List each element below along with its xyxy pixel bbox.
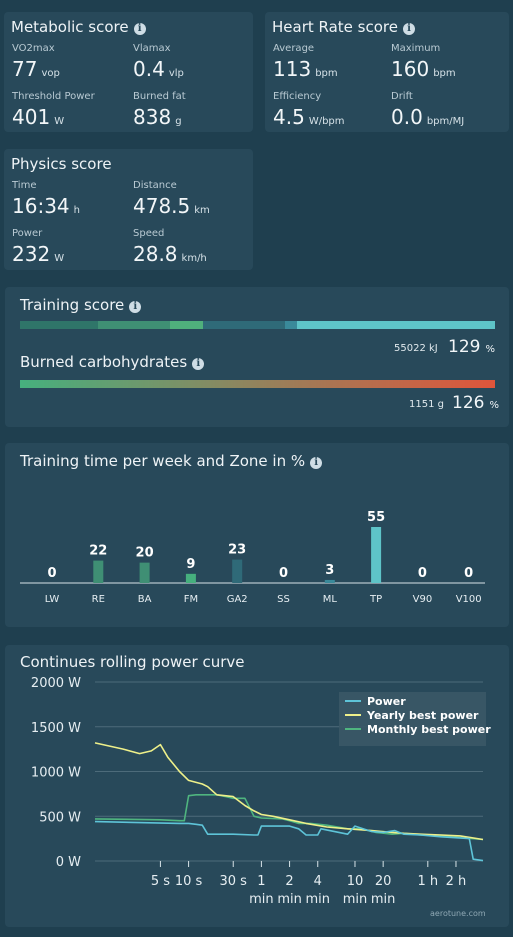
zones-bar-chart: 0 LW 22 RE 20 BA 9 FM 23 GA2 0 SS 3 ML 55 TP 0 V90 0 V100 <box>20 510 485 605</box>
x-tick-unit-label: min <box>371 892 396 907</box>
info-icon[interactable]: i <box>192 358 205 370</box>
zones-card: Training time per week and Zone in % i 0 L… <box>5 443 509 627</box>
training-score-segment <box>203 321 285 329</box>
training-score-title: Training score i <box>20 296 142 314</box>
carbs-score-value: 126% <box>452 393 499 413</box>
zone-category-label: ML <box>323 594 338 605</box>
zone-bar-ga2[interactable] <box>232 559 243 583</box>
y-tick-label: 0 W <box>56 855 81 870</box>
x-tick-unit-label: min <box>305 892 330 907</box>
zones-title: Training time per week and Zone in % i <box>20 452 323 470</box>
info-icon[interactable]: i <box>133 23 146 35</box>
burned-carbs-bar <box>20 380 495 388</box>
physics-score-card: Physics score Time 16:34 h Distance 478.5 km… <box>4 149 253 270</box>
legend-label[interactable]: Monthly best power <box>367 723 491 736</box>
zone-value-label: 0 <box>464 566 473 581</box>
y-tick-label: 2000 W <box>31 676 81 691</box>
zone-bar-ba[interactable] <box>139 562 150 583</box>
x-tick-unit-label: min <box>343 892 368 907</box>
zone-category-label: TP <box>369 594 382 605</box>
card-title: Metabolic score i <box>11 18 146 36</box>
zone-value-label: 0 <box>418 566 427 581</box>
x-tick-label: 1 <box>257 874 265 889</box>
drift-metric: Drift 0.0 bpm/MJ <box>391 91 465 129</box>
info-icon[interactable]: i <box>310 457 323 469</box>
x-tick-label: 10 s <box>175 874 203 889</box>
carbs-amount: 1151 g <box>409 399 444 410</box>
zone-category-label: BA <box>138 594 152 605</box>
zone-bar-fm[interactable] <box>185 573 196 583</box>
training-score-segment <box>297 321 495 329</box>
burned-carbs-title: Burned carbohydrates i <box>20 353 205 371</box>
zone-value-label: 9 <box>186 557 195 572</box>
x-tick-label: 5 s <box>151 874 170 889</box>
efficiency-metric: Efficiency 4.5 W/bpm <box>273 91 345 129</box>
speed-metric: Speed 28.8 km/h <box>133 228 207 266</box>
legend-label[interactable]: Yearly best power <box>366 709 479 722</box>
metabolic-score-card: Metabolic score i VO2max 77 vop Vlamax 0.4 vl… <box>4 12 253 132</box>
x-tick-label: 4 <box>314 874 322 889</box>
threshold-power-metric: Threshold Power 401 W <box>12 91 95 129</box>
x-tick-label: 20 <box>375 874 392 889</box>
zone-value-label: 22 <box>89 544 107 559</box>
info-icon[interactable]: i <box>129 301 142 313</box>
training-score-segment <box>170 321 203 329</box>
zone-category-label: FM <box>184 594 198 605</box>
zone-bar-tp[interactable] <box>371 527 382 583</box>
card-title: Physics score <box>11 155 112 173</box>
vo2max-metric: VO2max 77 vop <box>12 43 60 81</box>
training-score-card: Training score i 55022 kJ 129% Burned car… <box>5 287 509 427</box>
zone-category-label: V100 <box>456 594 482 605</box>
power-curve-chart: 0 W 500 W 1000 W 1500 W 2000 W 5 s 10 s 30 s 1 mi… <box>31 676 491 907</box>
y-tick-label: 1500 W <box>31 721 81 736</box>
zone-bar-ml[interactable] <box>324 579 335 583</box>
zone-category-label: GA2 <box>227 594 248 605</box>
heart-rate-score-card: Heart Rate score i Average 113 bpm Maximum 1… <box>265 12 509 132</box>
power-curve-card: Continues rolling power curve 0 W 500 W 10… <box>5 645 509 927</box>
x-tick-label: 10 <box>347 874 364 889</box>
series-line-0 <box>94 820 484 862</box>
series-line-2 <box>94 794 484 841</box>
watermark: aerotune.com <box>430 909 486 918</box>
zone-category-label: SS <box>277 594 290 605</box>
zone-category-label: RE <box>92 594 105 605</box>
training-score-segment <box>20 321 98 329</box>
training-score-value: 129% <box>448 337 495 357</box>
training-score-bar <box>20 321 495 329</box>
x-tick-label: 30 s <box>220 874 248 889</box>
zone-category-label: LW <box>45 594 60 605</box>
time-metric: Time 16:34 h <box>12 180 80 218</box>
distance-metric: Distance 478.5 km <box>133 180 210 218</box>
info-icon[interactable]: i <box>402 23 415 35</box>
card-title: Heart Rate score i <box>272 18 415 36</box>
burned-fat-metric: Burned fat 838 g <box>133 91 186 129</box>
zone-value-label: 23 <box>228 543 246 558</box>
x-tick-unit-label: min <box>277 892 302 907</box>
power-metric: Power 232 W <box>12 228 65 266</box>
legend-label[interactable]: Power <box>367 695 406 708</box>
power-curve-title: Continues rolling power curve <box>20 653 245 671</box>
y-tick-label: 1000 W <box>31 766 81 781</box>
training-score-segment <box>285 321 297 329</box>
training-score-segment <box>98 321 170 329</box>
y-tick-label: 500 W <box>39 810 81 825</box>
training-energy: 55022 kJ <box>394 343 438 354</box>
zone-value-label: 20 <box>136 546 154 561</box>
x-tick-label: 2 <box>285 874 293 889</box>
zone-value-label: 0 <box>279 566 288 581</box>
zone-category-label: V90 <box>413 594 433 605</box>
average-hr-metric: Average 113 bpm <box>273 43 338 81</box>
zone-value-label: 0 <box>47 566 56 581</box>
zone-bar-re[interactable] <box>93 560 104 583</box>
x-tick-label: 1 h <box>417 874 438 889</box>
series-line-1 <box>94 742 484 841</box>
zone-value-label: 3 <box>325 563 334 578</box>
x-tick-unit-label: min <box>249 892 274 907</box>
vlamax-metric: Vlamax 0.4 vlp <box>133 43 184 81</box>
maximum-hr-metric: Maximum 160 bpm <box>391 43 456 81</box>
zone-value-label: 55 <box>367 510 385 525</box>
x-tick-label: 2 h <box>446 874 467 889</box>
